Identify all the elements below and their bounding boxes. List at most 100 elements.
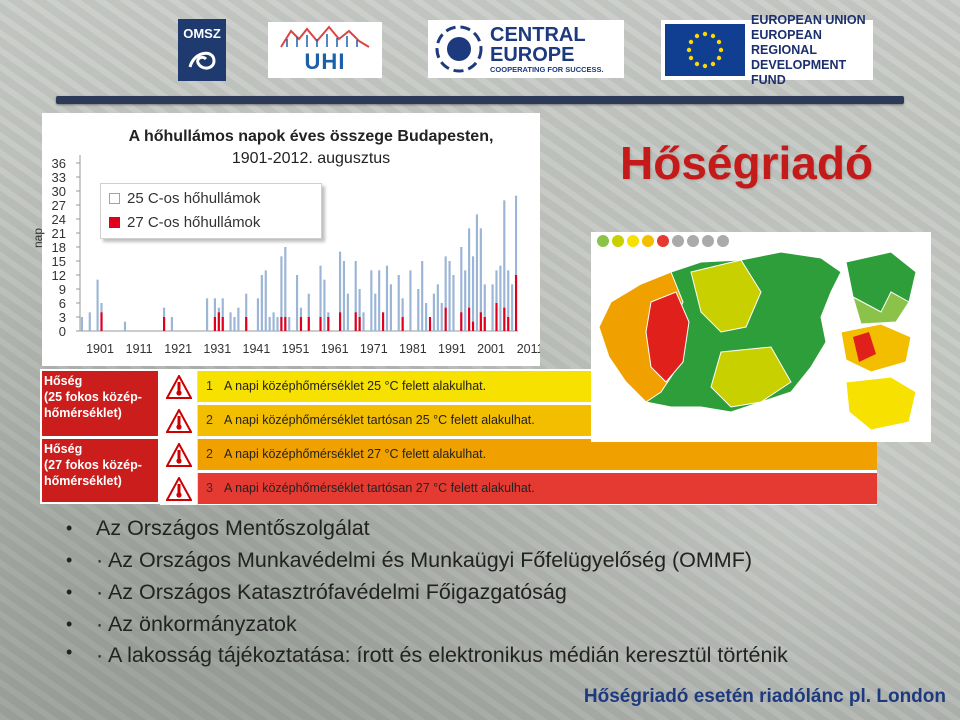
central-europe-logo: CENTRAL EUROPE COOPERATING FOR SUCCESS.	[428, 20, 624, 78]
x-tick-label: 1961	[321, 342, 349, 356]
heat-row-level: 1	[206, 379, 213, 393]
bar-25c	[362, 312, 365, 331]
bar-27c	[483, 317, 486, 331]
bar-25c	[475, 214, 479, 331]
bar-27c	[100, 312, 103, 331]
thermometer-warning-icon	[165, 409, 192, 433]
y-tick-label: 30	[52, 184, 66, 199]
heat-row-text: A napi középhőmérséklet 25 °C felett ala…	[224, 379, 487, 393]
bar-25c	[468, 228, 471, 331]
eu-logo-line3: DEVELOPMENT FUND	[751, 57, 847, 87]
bar-27c	[338, 312, 342, 331]
bar-27c	[299, 317, 303, 331]
bar-27c	[307, 317, 310, 331]
bar-25c	[514, 195, 518, 331]
ce-logo-line1: CENTRAL	[490, 23, 586, 46]
heat-row-text: A napi középhőmérséklet tartósan 25 °C f…	[224, 413, 535, 427]
eu-logo-line1: EUROPEAN UNION	[751, 12, 866, 27]
bar-25c	[354, 261, 357, 331]
x-tick-label: 1921	[164, 342, 192, 356]
chart-subtitle: 1901-2012. augusztus	[231, 150, 391, 167]
bar-25c	[346, 293, 349, 331]
uhi-logo-text: UHI	[304, 49, 346, 74]
heat-row-text: A napi középhőmérséklet 27 °C felett ala…	[224, 447, 487, 461]
bar-25c	[284, 247, 287, 331]
bar-27c	[495, 303, 498, 331]
bar-25c	[264, 270, 267, 331]
bar-25c	[233, 317, 236, 331]
bar-25c	[444, 256, 447, 331]
y-tick-label: 27	[52, 198, 66, 213]
bar-25c	[440, 303, 443, 331]
bar-27c	[213, 317, 216, 331]
x-tick-label: 1901	[86, 342, 114, 356]
heat-row-text: A napi középhőmérséklet tartósan 27 °C f…	[224, 481, 535, 495]
bar-25c	[307, 293, 310, 331]
bar-25c	[319, 265, 322, 331]
bar-27c	[358, 317, 361, 331]
bar-25c	[389, 284, 392, 331]
bar-27c	[460, 312, 463, 331]
page-headline: Hőségriadó	[620, 137, 874, 189]
bar-27c	[319, 317, 322, 331]
bar-25c	[436, 284, 439, 331]
bar-25c	[471, 256, 475, 331]
heat-row: 2 A napi középhőmérséklet 27 °C felett a…	[160, 439, 877, 471]
x-tick-label: 2011	[517, 342, 540, 356]
bar-25c	[88, 312, 91, 331]
list-item: · Az Országos Katasztrófavédelmi Főigazg…	[66, 576, 926, 608]
y-tick-label: 21	[52, 226, 66, 241]
bar-27c	[428, 317, 432, 331]
bar-25c	[409, 270, 412, 331]
bar-25c	[96, 279, 99, 331]
y-tick-label: 33	[52, 170, 66, 185]
uhi-logo: UHI	[268, 22, 382, 78]
uhi-skyline-icon	[280, 25, 370, 48]
legend-item-27: 27 C-os hőhullámok	[109, 214, 260, 231]
omsz-logo: OMSZ	[178, 19, 226, 81]
bar-25c	[213, 298, 216, 331]
y-tick-label: 15	[52, 254, 66, 269]
eu-logo: EUROPEAN UNION EUROPEAN REGIONAL DEVELOP…	[661, 13, 873, 87]
bar-25c	[268, 317, 271, 331]
bar-27c	[217, 312, 220, 331]
y-tick-label: 3	[59, 310, 66, 325]
bar-25c	[272, 312, 275, 331]
eu-flag-icon	[665, 24, 745, 76]
x-tick-label: 1981	[399, 342, 427, 356]
bar-27c	[401, 317, 404, 331]
bar-25c	[397, 275, 400, 331]
hungary-warning-map	[591, 232, 931, 442]
chart-legend: 25 C-os hőhullámok 27 C-os hőhullámok	[100, 183, 322, 239]
x-tick-label: 1941	[243, 342, 271, 356]
bar-27c	[280, 317, 283, 331]
y-tick-label: 0	[59, 324, 66, 339]
heat-group-25-line2: (25 fokos közép-	[44, 390, 142, 404]
legend-swatch-25	[109, 193, 120, 204]
bar-25c	[338, 251, 342, 331]
bar-25c	[464, 270, 467, 331]
hungary-map-icon	[597, 235, 917, 431]
bar-25c	[425, 303, 428, 331]
legend-swatch-27	[109, 217, 120, 228]
heat-row-level: 3	[206, 481, 213, 495]
bar-25c	[256, 298, 260, 331]
header-divider	[56, 96, 904, 104]
bar-25c	[448, 261, 451, 331]
bar-25c	[237, 307, 240, 331]
y-tick-label: 36	[52, 156, 66, 171]
bar-25c	[323, 279, 326, 331]
bar-25c	[483, 284, 486, 331]
list-item: · Az Országos Munkavédelmi és Munkaügyi …	[66, 544, 926, 576]
heat-row-level: 2	[206, 413, 213, 427]
ce-logo-line2: EUROPE	[490, 43, 575, 66]
bar-25c	[295, 275, 299, 331]
central-europe-star-icon	[435, 25, 483, 73]
bar-25c	[280, 256, 283, 331]
bar-27c	[163, 317, 166, 331]
bar-25c	[206, 298, 209, 331]
x-tick-label: 1991	[438, 342, 466, 356]
bar-25c	[221, 298, 224, 331]
bar-27c	[221, 317, 224, 331]
bar-25c	[358, 289, 361, 331]
